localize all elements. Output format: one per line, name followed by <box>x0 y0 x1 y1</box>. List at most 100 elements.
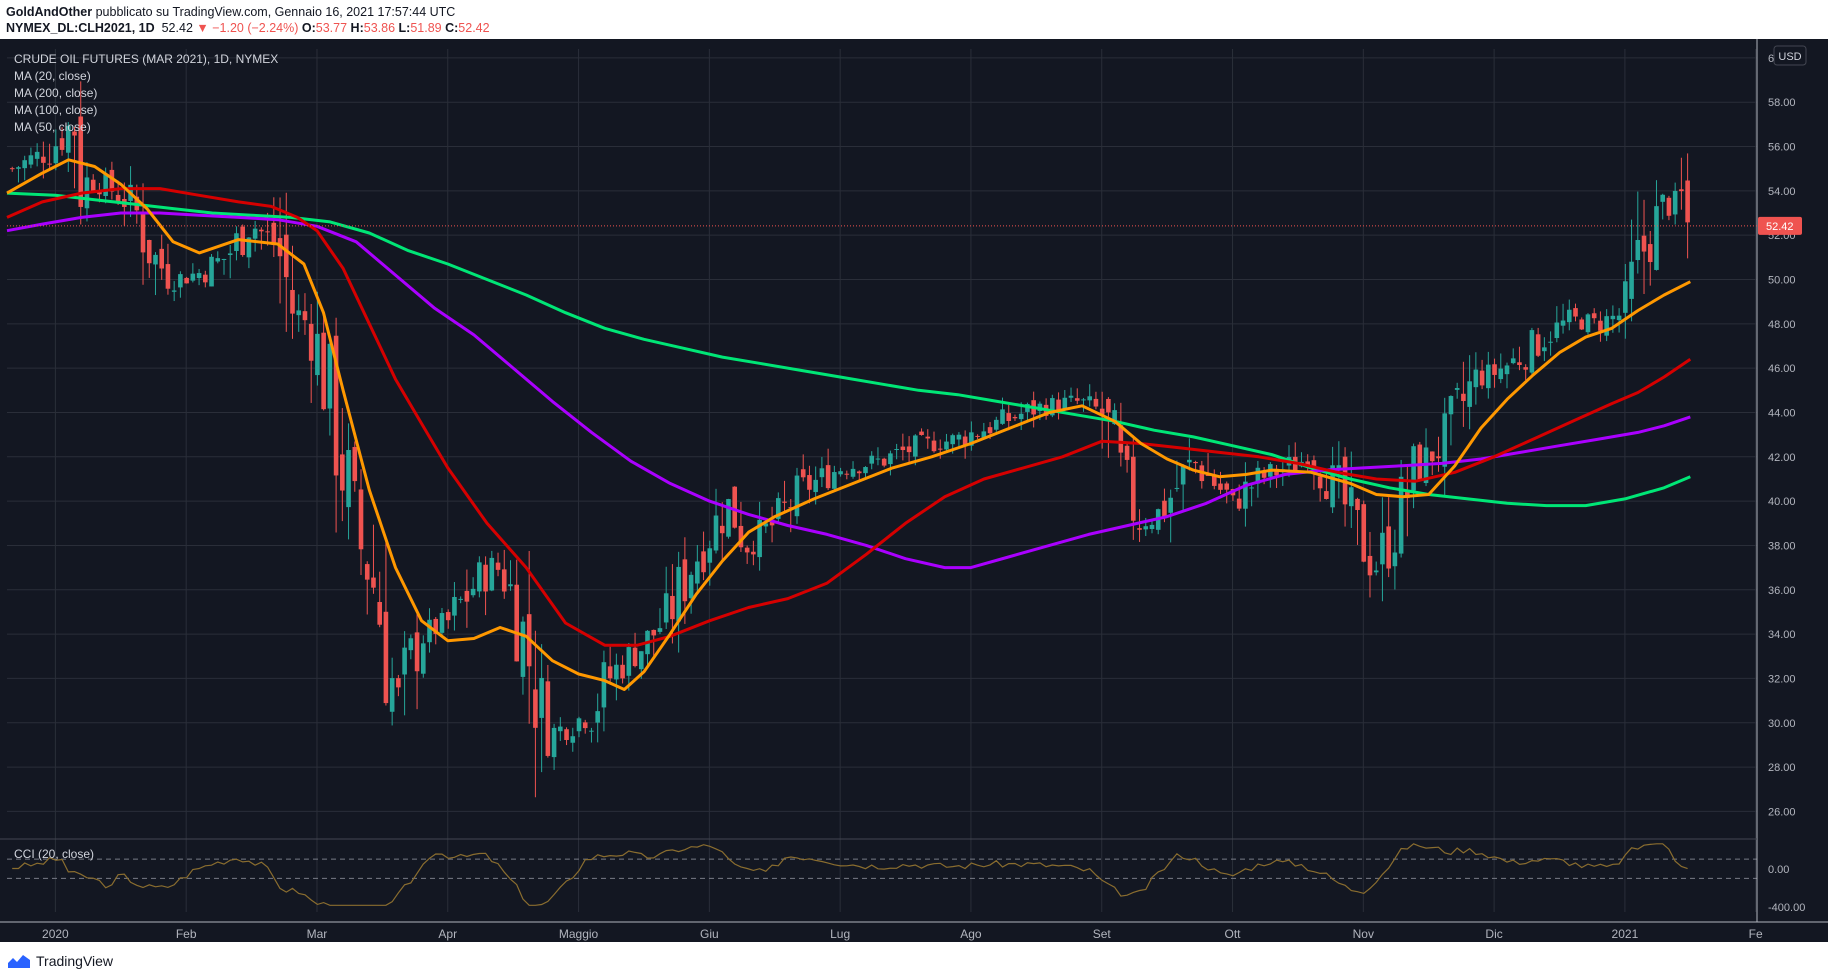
candle-body <box>302 311 308 321</box>
author-name[interactable]: GoldAndOther <box>6 5 93 19</box>
candle <box>1380 497 1385 602</box>
candle-body <box>1479 370 1485 386</box>
candle <box>72 126 77 189</box>
candle <box>427 608 432 653</box>
candle <box>315 291 320 386</box>
candle <box>663 566 669 629</box>
candle-body <box>115 194 121 203</box>
candle <box>881 457 887 468</box>
candle <box>1106 397 1111 458</box>
candle-body <box>427 619 432 643</box>
candle-body <box>638 651 644 670</box>
indicator-legend-item: MA (100, close) <box>14 103 97 117</box>
candle-body <box>738 525 744 548</box>
candle <box>321 313 326 411</box>
candle-body <box>190 273 196 281</box>
candle <box>558 717 563 741</box>
candle-body <box>1442 413 1448 467</box>
candle-body <box>582 722 588 729</box>
candle <box>1616 308 1622 333</box>
candle-body <box>1224 483 1230 490</box>
candle-body <box>321 332 326 410</box>
candle-body <box>533 689 538 728</box>
candle <box>1498 353 1504 384</box>
candle <box>1305 454 1310 473</box>
candle <box>165 243 171 295</box>
candle <box>1249 485 1254 507</box>
candle <box>993 416 999 432</box>
candle <box>1405 464 1410 537</box>
candle <box>1155 508 1161 535</box>
high-value: 53.86 <box>363 21 396 35</box>
candle-body <box>358 489 364 550</box>
cci-tick-label: -400.00 <box>1768 902 1805 914</box>
candle <box>290 245 295 339</box>
candle-body <box>969 432 974 446</box>
candle <box>364 561 370 615</box>
candle-body <box>1162 500 1167 518</box>
candle-body <box>1081 399 1086 401</box>
candle <box>1361 500 1367 563</box>
candle <box>626 642 632 691</box>
indicator-legend-item: MA (20, close) <box>14 69 91 83</box>
last-price: 52.42 <box>161 21 193 35</box>
candle-body <box>1517 362 1522 366</box>
candle-body <box>271 222 277 246</box>
candle-body <box>1143 526 1149 530</box>
candle-body <box>1585 314 1591 333</box>
candle-body <box>333 335 339 476</box>
candle <box>1623 264 1628 339</box>
candle-body <box>1461 393 1466 401</box>
tradingview-logo[interactable]: TradingView <box>8 953 113 969</box>
candle <box>109 161 115 200</box>
candle-body <box>676 566 681 622</box>
candle-body <box>576 718 582 732</box>
candle <box>582 719 588 734</box>
candle <box>632 632 638 668</box>
candle <box>1579 317 1585 331</box>
candle-body <box>1486 364 1491 389</box>
publish-info: pubblicato su TradingView.com, Gennaio 1… <box>95 5 456 19</box>
candle <box>302 293 308 335</box>
candle-body <box>402 647 407 675</box>
candle <box>1411 443 1416 509</box>
candle <box>856 470 862 480</box>
candle <box>1517 346 1522 371</box>
candle <box>47 143 52 169</box>
candle-body <box>445 612 451 621</box>
candle-body <box>1616 315 1622 321</box>
indicator-legend-item: MA (200, close) <box>14 86 97 100</box>
candle-body <box>1118 425 1124 453</box>
candle-body <box>396 678 401 688</box>
candle-body <box>726 499 731 537</box>
candle-body <box>184 277 189 284</box>
candle <box>1542 337 1547 362</box>
candle-body <box>452 596 457 616</box>
candle-body <box>719 525 725 534</box>
candle <box>252 220 258 252</box>
candle <box>190 263 196 283</box>
chart-area[interactable]: 60.0058.0056.0054.0052.0050.0048.0046.00… <box>0 39 1828 942</box>
candle <box>1074 388 1080 405</box>
candle-body <box>1654 206 1659 270</box>
candle <box>1199 460 1205 489</box>
candle-body <box>701 551 706 573</box>
candle <box>688 571 694 614</box>
candle-body <box>1174 487 1180 489</box>
candle-body <box>65 125 71 153</box>
candle-body <box>1647 244 1653 263</box>
candle <box>1548 331 1553 356</box>
candle <box>937 439 943 459</box>
candle-body <box>352 447 358 482</box>
candle <box>259 227 264 250</box>
candle <box>1486 351 1491 399</box>
candle <box>1666 195 1672 221</box>
candle <box>358 469 364 576</box>
candle-body <box>1131 456 1136 521</box>
candle-body <box>688 574 694 599</box>
candle-body <box>1112 410 1117 425</box>
candle <box>782 480 787 512</box>
candle <box>819 456 825 488</box>
candle-body <box>875 458 881 460</box>
price-chart-svg[interactable]: 60.0058.0056.0054.0052.0050.0048.0046.00… <box>0 39 1828 942</box>
